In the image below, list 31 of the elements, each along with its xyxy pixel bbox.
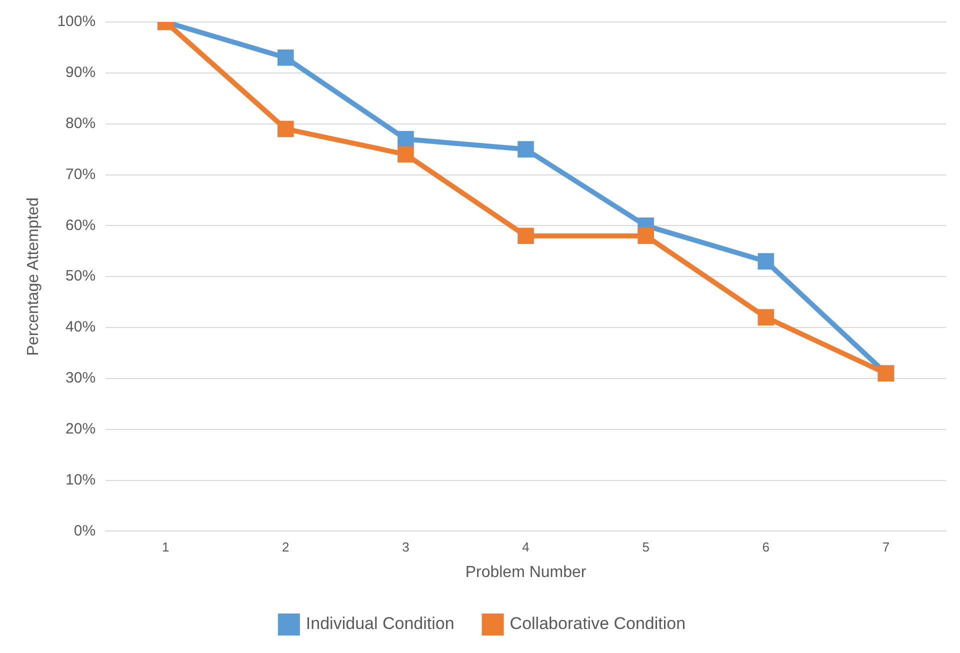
y-tick-label: 80% — [66, 114, 96, 132]
x-tick-label: 2 — [282, 540, 290, 555]
legend-label: Collaborative Condition — [510, 614, 686, 634]
point — [758, 253, 774, 270]
point — [278, 49, 294, 66]
point — [278, 120, 294, 138]
y-tick-label: 30% — [66, 370, 96, 387]
y-tick-label: 60% — [66, 216, 96, 234]
point — [638, 228, 654, 244]
x-tick-label: 3 — [402, 540, 410, 555]
y-tick-label: 50% — [66, 268, 96, 285]
y-tick-label: 90% — [66, 64, 96, 82]
x-tick-label: 6 — [762, 540, 770, 555]
y-tick-label: 70% — [66, 166, 96, 183]
legend-label: Individual Condition — [306, 614, 454, 634]
y-tick-label: 0% — [74, 522, 96, 540]
point — [518, 141, 534, 158]
x-tick-label: 5 — [642, 540, 650, 555]
y-axis-title: Percentage Attempted — [25, 197, 42, 356]
y-tick-label: 10% — [66, 471, 96, 488]
x-tick-label: 4 — [522, 540, 530, 555]
point — [758, 309, 774, 326]
x-axis-title: Problem Number — [465, 564, 587, 581]
y-tick-label: 20% — [66, 420, 96, 438]
x-tick-label: 1 — [162, 540, 170, 555]
point — [398, 146, 414, 163]
point — [398, 130, 414, 148]
x-tick-label: 7 — [882, 540, 890, 555]
y-tick-label: 100% — [57, 13, 96, 30]
point — [518, 228, 534, 244]
y-tick-label: 40% — [66, 318, 96, 336]
